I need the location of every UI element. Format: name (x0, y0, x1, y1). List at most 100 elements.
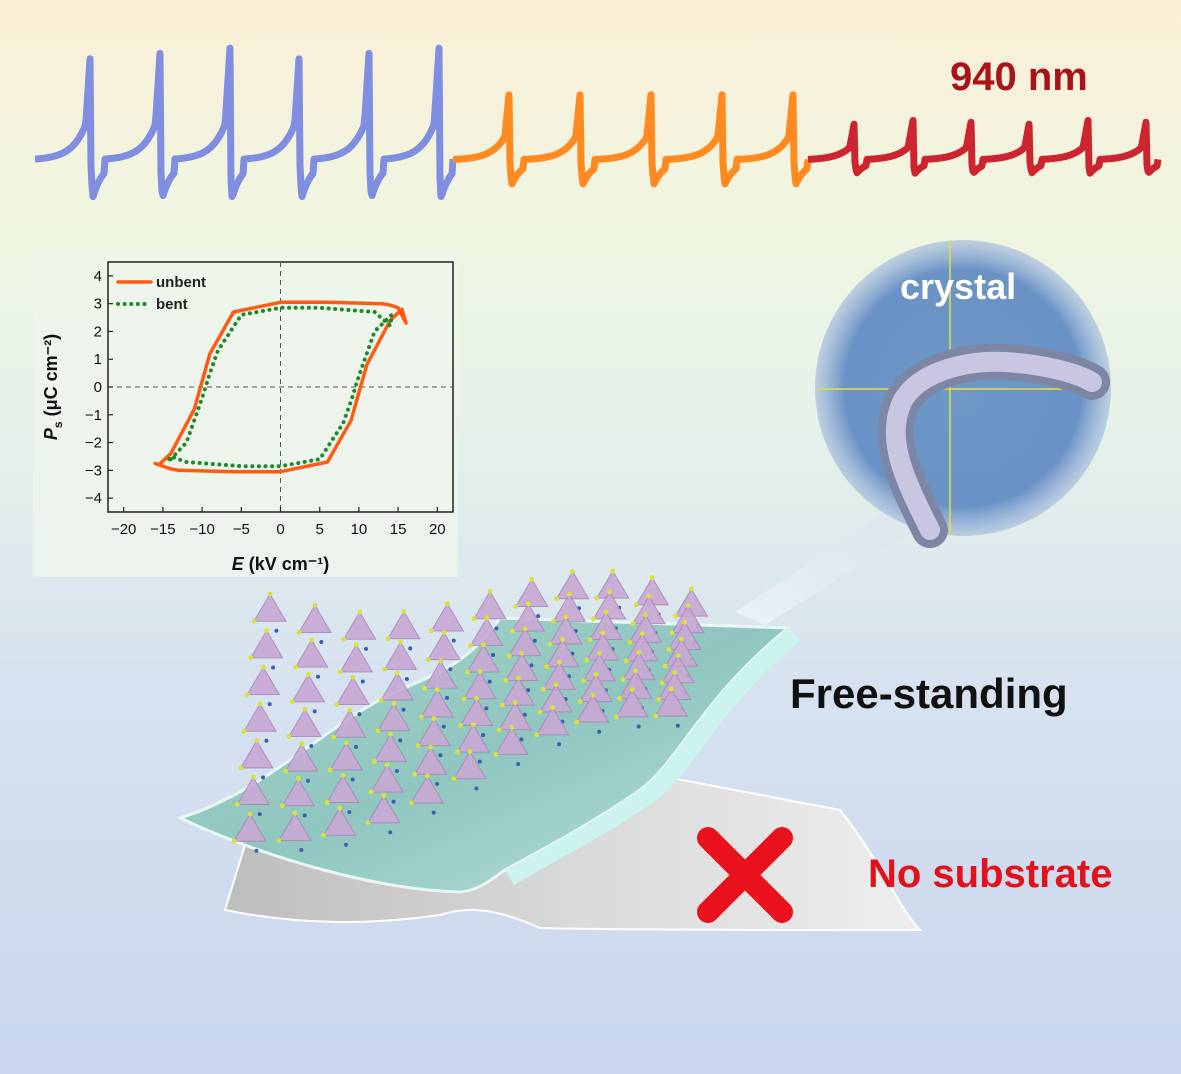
atom (484, 706, 489, 711)
y-tick-label: 2 (94, 323, 102, 340)
atom (319, 640, 324, 645)
atom (506, 653, 512, 659)
atom (267, 591, 273, 597)
atom (636, 649, 642, 655)
atom (496, 727, 502, 733)
atom (302, 706, 308, 712)
atom (672, 669, 678, 675)
atom (633, 668, 639, 674)
atom (682, 619, 688, 625)
atom (500, 702, 505, 708)
atom (484, 615, 490, 621)
octahedron (542, 661, 577, 690)
atom (494, 626, 499, 631)
octahedron (508, 627, 542, 657)
atom (384, 762, 390, 768)
octahedron (294, 638, 329, 668)
atom (327, 767, 333, 773)
atom (391, 799, 396, 804)
atom (540, 686, 546, 692)
octahedron (284, 742, 319, 772)
atom (444, 601, 450, 607)
crystal-highlight (885, 351, 1102, 540)
pulse-waveform (32, 44, 1162, 201)
atom (477, 669, 483, 674)
octahedron (249, 629, 284, 659)
octahedron (243, 703, 277, 732)
atom (636, 724, 641, 729)
octahedron (339, 643, 374, 673)
atom (550, 618, 556, 624)
atom (250, 774, 256, 780)
octahedron (373, 733, 408, 762)
y-tick-label: 0 (94, 379, 102, 396)
atom (445, 695, 450, 700)
atom (295, 776, 301, 781)
atom (474, 695, 480, 701)
atom (556, 659, 562, 665)
octahedron (246, 666, 281, 696)
atom (581, 678, 586, 684)
atom (493, 752, 499, 757)
atom (289, 699, 295, 705)
atom (398, 639, 403, 645)
atom (526, 601, 531, 607)
octahedron (253, 593, 287, 622)
atom (254, 738, 260, 744)
atom (337, 805, 343, 811)
atom (468, 642, 474, 648)
atom (675, 723, 680, 728)
atom (448, 667, 453, 672)
atom (591, 616, 596, 622)
atom (350, 777, 355, 782)
atom (238, 765, 244, 771)
octahedron (494, 726, 529, 755)
perovskite-lattice (231, 568, 709, 853)
free-standing-film (175, 568, 800, 894)
octahedron (466, 643, 501, 673)
atom (264, 628, 270, 634)
atom (299, 848, 304, 853)
atom (477, 759, 482, 764)
octahedron (322, 807, 357, 836)
atom (537, 709, 543, 715)
atom (536, 614, 541, 619)
octahedron (366, 794, 401, 824)
atom (522, 712, 527, 717)
x-tick-label: 20 (429, 521, 446, 538)
octahedron (430, 602, 465, 632)
atom (600, 630, 606, 636)
atom (364, 646, 369, 651)
atom (360, 679, 365, 684)
atom (283, 768, 289, 774)
octahedron (413, 746, 448, 775)
octahedron (281, 777, 316, 807)
octahedron (288, 708, 322, 737)
atom (512, 700, 518, 706)
atom (593, 671, 599, 677)
octahedron (420, 688, 455, 718)
atom (434, 687, 440, 693)
atom (639, 631, 645, 637)
atom (316, 674, 321, 679)
atom (247, 811, 253, 817)
x-tick-label: −15 (150, 521, 175, 538)
octahedron (535, 706, 570, 736)
series-unbent (153, 300, 408, 474)
atom (299, 741, 305, 747)
atom (584, 657, 590, 663)
y-tick-label: −3 (85, 462, 102, 479)
atom (292, 810, 298, 816)
atom (408, 646, 413, 651)
atom (257, 701, 263, 707)
atom (425, 657, 431, 663)
octahedron (463, 670, 497, 700)
octahedron (427, 631, 461, 661)
atom (357, 712, 362, 717)
atom (610, 568, 616, 574)
atom (241, 728, 247, 734)
atom (607, 589, 612, 595)
atom (554, 596, 560, 602)
